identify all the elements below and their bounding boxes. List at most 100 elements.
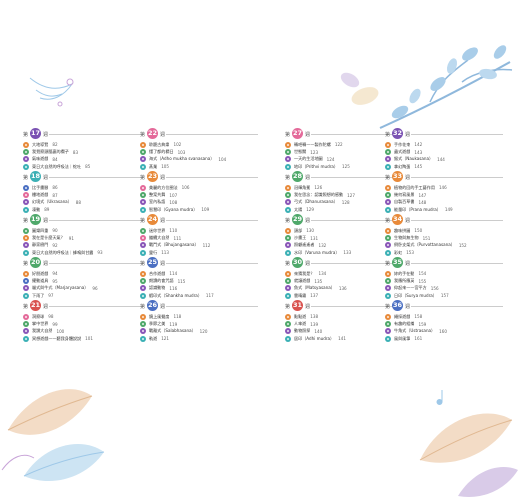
- page-number: 90: [52, 228, 58, 234]
- toc-entry[interactable]: 美麗的方位圈法 106: [140, 184, 258, 191]
- week-prefix: 第: [23, 218, 29, 224]
- toc-entry[interactable]: 拿幻陶蛋 145: [385, 163, 503, 170]
- toc-entry[interactable]: 海式（Adho mukha svanasana） 104: [140, 156, 258, 163]
- entry-title: 整案共舞: [149, 192, 166, 198]
- toc-entry[interactable]: 洞察球 98: [23, 313, 141, 320]
- toc-entry[interactable]: 自製百草書 148: [385, 199, 503, 206]
- toc-entry[interactable]: 好朋遊戲 94: [23, 270, 141, 277]
- toc-entry[interactable]: 幻境式（Ukrasana） 88: [23, 199, 141, 206]
- toc-entry[interactable]: 太陽 129: [285, 206, 403, 213]
- toc-entry[interactable]: 風與風箏 161: [385, 335, 503, 342]
- activity-icon: [385, 321, 391, 328]
- toc-entry[interactable]: 蟲式遊戲 143: [385, 148, 503, 156]
- toc-entry[interactable]: 我在思念：認識照想的感動 127: [285, 191, 403, 199]
- toc-entry[interactable]: 智慧印（Gyana mudra） 109: [140, 206, 258, 213]
- toc-entry[interactable]: 東日大自然的呼吸法｜蛇吐 85: [23, 163, 141, 170]
- toc-entry[interactable]: 一天的生活地圖 124: [285, 156, 403, 163]
- toc-entry[interactable]: 蒸業 105: [140, 163, 258, 170]
- toc-entry[interactable]: 戰離式（Salabhasana） 120: [140, 328, 258, 335]
- toc-entry[interactable]: 沙畫王 131: [285, 234, 403, 242]
- toc-entry[interactable]: 迷你世界 110: [140, 227, 258, 234]
- toc-entry[interactable]: 戰鬥式（Bhujangasana） 112: [140, 242, 258, 249]
- toc-entry[interactable]: 季節之美 119: [140, 320, 258, 328]
- toc-entry[interactable]: 室內私語 108: [140, 199, 258, 206]
- toc-entry[interactable]: 掌中世界 99: [23, 320, 141, 328]
- toc-entry[interactable]: 冠輝角冕 126: [285, 184, 403, 191]
- toc-entry[interactable]: 魚式（Matsyasana） 136: [285, 285, 403, 292]
- toc-entry[interactable]: 我在是什麼天氣？ 91: [23, 234, 141, 242]
- toc-entry[interactable]: 朗讀的會咒語 115: [140, 277, 258, 285]
- toc-entry[interactable]: 弓式（Dhanurasana） 128: [285, 199, 403, 206]
- entry-title: 凍動: [32, 206, 41, 212]
- week-prefix: 第: [385, 261, 391, 267]
- page-number: 88: [75, 199, 81, 205]
- toc-entry[interactable]: 合作遊戲 114: [140, 270, 258, 277]
- toc-entry[interactable]: 水印（Varuna mudra） 133: [285, 249, 403, 256]
- week-header: 第 31 週: [285, 300, 403, 311]
- week-number-badge: 22: [147, 128, 158, 139]
- toc-entry[interactable]: 妳的手在動 154: [385, 270, 503, 277]
- toc-entry[interactable]: 鏡上風聲度 118: [140, 313, 258, 320]
- week-number-badge: 28: [292, 171, 303, 182]
- toc-entry[interactable]: 認識動物 116: [140, 285, 258, 292]
- toc-entry[interactable]: 照顧遙遙者 132: [285, 242, 403, 249]
- toc-entry[interactable]: 幾何寫風景 147: [385, 191, 503, 199]
- toc-entry[interactable]: 日印（Surya mudra） 157: [385, 292, 503, 299]
- toc-entry[interactable]: 地印（Prithvi mudra） 125: [285, 163, 403, 170]
- toc-entry[interactable]: 蝦印式（Shankha mudra） 117: [140, 292, 258, 299]
- entry-title: 日印（Surya mudra）: [394, 292, 437, 298]
- toc-entry[interactable]: 圖樂四重 90: [23, 227, 141, 234]
- toc-entry[interactable]: 大地導覽 82: [23, 141, 141, 148]
- toc-entry[interactable]: 牛角式（Ustrasana） 160: [385, 328, 503, 335]
- toc-entry[interactable]: 比手畫腳 86: [23, 184, 141, 191]
- toc-entry[interactable]: 凍動 89: [23, 206, 141, 213]
- toc-entry[interactable]: 整案共舞 107: [140, 191, 258, 199]
- toc-entry[interactable]: 軌遊 121: [140, 335, 258, 342]
- toc-entry[interactable]: 雲晴霧 137: [285, 292, 403, 299]
- toc-entry[interactable]: 就讓遊戲 135: [285, 277, 403, 285]
- toc-entry[interactable]: 東日大自然的呼吸法｜蜂鳴與甘露 93: [23, 249, 141, 256]
- toc-entry[interactable]: 來猜我是？ 134: [285, 270, 403, 277]
- toc-entry[interactable]: 居印（Adhi mudra） 141: [285, 335, 403, 342]
- toc-entry[interactable]: 頭部 130: [285, 227, 403, 234]
- toc-entry[interactable]: 世態關 123: [285, 148, 403, 156]
- week-section: 第 25 週合作遊戲 114 朗讀的會咒語 115 認識動物 116 蝦印式（Shankha m…: [140, 257, 258, 300]
- page-number: 127: [347, 192, 355, 198]
- toc-entry[interactable]: 擺動道具 95: [23, 277, 141, 285]
- toc-entry[interactable]: 點點遊 138: [285, 313, 403, 320]
- toc-entry[interactable]: 我覺察頭腦裏的欄子 83: [23, 148, 141, 156]
- week-number-badge: 36: [392, 300, 403, 311]
- toc-entry[interactable]: 我讚大自然 100: [23, 328, 141, 335]
- toc-entry[interactable]: 動物照探 140: [285, 328, 403, 335]
- activity-icon: [140, 328, 146, 335]
- toc-entry[interactable]: 倒卧支架式（Purvottanasana） 152: [385, 242, 503, 249]
- toc-entry[interactable]: 有趣的組織 159: [385, 320, 503, 328]
- toc-entry[interactable]: 懂了都的欄日 103: [140, 148, 258, 156]
- toc-entry[interactable]: 繼續大自然 111: [140, 234, 258, 242]
- toc-entry[interactable]: 靜家樹門 92: [23, 242, 141, 249]
- toc-entry[interactable]: 聆聽古典樂 102: [140, 141, 258, 148]
- toc-entry[interactable]: 植物的回的手工藝作用 146: [385, 184, 503, 191]
- week-header: 第 32 週: [385, 128, 503, 139]
- toc-entry[interactable]: 彩虹 153: [385, 249, 503, 256]
- toc-entry[interactable]: 靈行 113: [140, 249, 258, 256]
- toc-entry[interactable]: 轉吧轉——製作陀螺 122: [285, 141, 403, 148]
- toc-entry[interactable]: 生物與無生物 151: [385, 234, 503, 242]
- toc-entry[interactable]: 我應所應英 155: [385, 277, 503, 285]
- toc-entry[interactable]: 手作花束 142: [385, 141, 503, 148]
- toc-entry[interactable]: 人傘遊 139: [285, 320, 403, 328]
- toc-entry[interactable]: 趣味拼圖 150: [385, 227, 503, 234]
- toc-entry[interactable]: 繩採遊戲 158: [385, 313, 503, 320]
- toc-entry[interactable]: 氣味遊戲 84: [23, 156, 141, 163]
- toc-entry[interactable]: 下雨了 97: [23, 292, 141, 299]
- toc-entry[interactable]: 貓式與牛式（Marjaryasana） 96: [23, 285, 141, 292]
- leaves-bottom-right: [419, 390, 518, 497]
- toc-entry[interactable]: 樓地遊戲 87: [23, 191, 141, 199]
- toc-entry[interactable]: 仰起來——宮平方 156: [385, 285, 503, 292]
- toc-entry[interactable]: 猴式（Naukasana） 144: [385, 156, 503, 163]
- entry-title: 靈行: [149, 249, 158, 255]
- week-suffix: 週: [305, 261, 311, 267]
- week-section: 第 33 週植物的回的手工藝作用 146 幾何寫風景 147 自製百草書 148 能量印（Pra…: [385, 171, 503, 214]
- toc-entry[interactable]: 能量印（Prana mudra） 149: [385, 206, 503, 213]
- toc-entry[interactable]: 冥想遊戲——聽我身體說說 101: [23, 335, 141, 342]
